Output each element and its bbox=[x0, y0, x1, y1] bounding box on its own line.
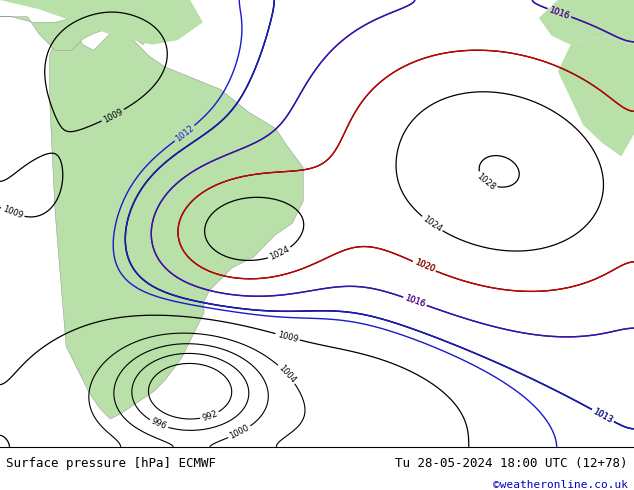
Text: 1016: 1016 bbox=[548, 5, 571, 21]
Text: 1016: 1016 bbox=[403, 294, 427, 309]
Text: 1024: 1024 bbox=[268, 245, 291, 262]
Text: ©weatheronline.co.uk: ©weatheronline.co.uk bbox=[493, 480, 628, 490]
Text: 1013: 1013 bbox=[592, 407, 614, 424]
Polygon shape bbox=[539, 0, 634, 45]
Polygon shape bbox=[558, 36, 634, 156]
Text: 1009: 1009 bbox=[1, 204, 24, 220]
Text: 1009: 1009 bbox=[276, 330, 299, 344]
Text: 1016: 1016 bbox=[403, 294, 427, 309]
Text: 1020: 1020 bbox=[413, 258, 436, 274]
Text: Tu 28-05-2024 18:00 UTC (12+78): Tu 28-05-2024 18:00 UTC (12+78) bbox=[395, 457, 628, 470]
Text: 1000: 1000 bbox=[228, 423, 251, 441]
Text: 996: 996 bbox=[150, 417, 168, 431]
Text: 1028: 1028 bbox=[476, 172, 497, 192]
Text: 1013: 1013 bbox=[592, 407, 614, 424]
Text: 1012: 1012 bbox=[174, 123, 196, 143]
Text: 1020: 1020 bbox=[413, 258, 436, 274]
Text: 1009: 1009 bbox=[101, 107, 124, 124]
Polygon shape bbox=[0, 0, 203, 45]
Polygon shape bbox=[0, 11, 165, 50]
Text: Surface pressure [hPa] ECMWF: Surface pressure [hPa] ECMWF bbox=[6, 457, 216, 470]
Text: 992: 992 bbox=[201, 409, 219, 423]
Polygon shape bbox=[49, 33, 303, 419]
Text: 1016: 1016 bbox=[548, 5, 571, 21]
Text: 1004: 1004 bbox=[276, 363, 297, 385]
Text: 1024: 1024 bbox=[421, 214, 443, 234]
